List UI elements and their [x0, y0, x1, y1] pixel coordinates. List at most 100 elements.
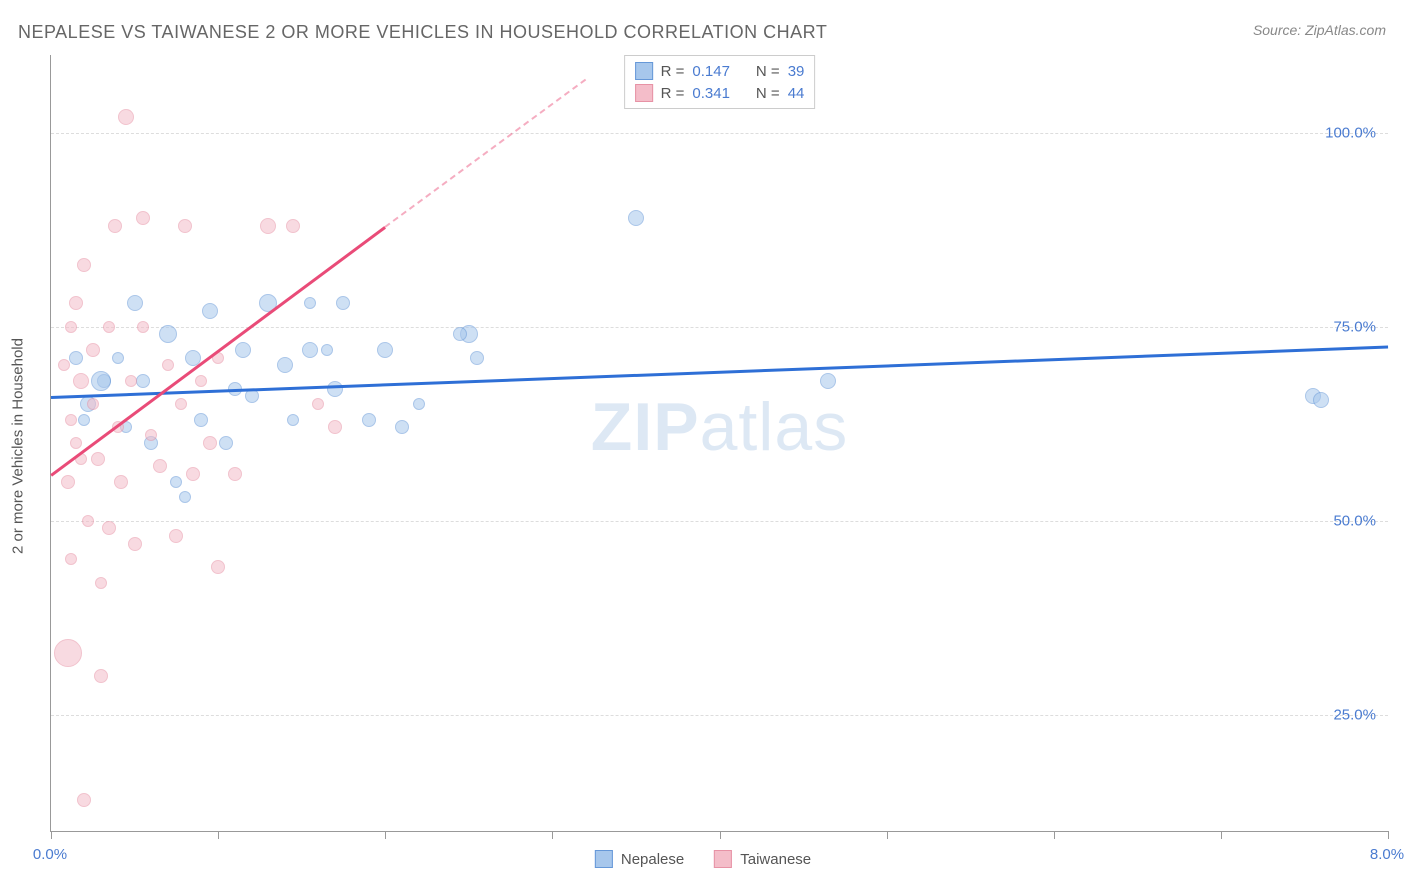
legend-r-label: R = — [661, 85, 685, 102]
scatter-point — [145, 429, 157, 441]
gridline — [51, 521, 1388, 522]
scatter-point — [54, 639, 82, 667]
scatter-point — [127, 295, 143, 311]
scatter-point — [321, 344, 333, 356]
scatter-point — [336, 296, 350, 310]
scatter-point — [128, 537, 142, 551]
scatter-point — [73, 373, 89, 389]
y-tick-label: 25.0% — [1333, 706, 1376, 723]
legend-stats-row: R = 0.341 N = 44 — [635, 82, 805, 104]
scatter-point — [136, 211, 150, 225]
y-tick-label: 75.0% — [1333, 318, 1376, 335]
scatter-point — [82, 515, 94, 527]
scatter-point — [328, 420, 342, 434]
legend-item-taiwanese: Taiwanese — [714, 850, 811, 868]
scatter-point — [125, 375, 137, 387]
watermark: ZIPatlas — [591, 388, 848, 466]
scatter-point — [77, 793, 91, 807]
scatter-point — [304, 297, 316, 309]
x-tick-label: 0.0% — [33, 846, 67, 863]
regression-line — [385, 78, 587, 227]
scatter-point — [203, 436, 217, 450]
scatter-point — [170, 476, 182, 488]
scatter-point — [628, 210, 644, 226]
scatter-point — [108, 219, 122, 233]
legend-swatch-icon — [635, 62, 653, 80]
scatter-point — [65, 321, 77, 333]
source-label: Source: ZipAtlas.com — [1253, 22, 1386, 38]
scatter-point — [179, 491, 191, 503]
scatter-point — [362, 413, 376, 427]
x-tick — [1388, 831, 1389, 839]
scatter-point — [65, 553, 77, 565]
scatter-point — [245, 389, 259, 403]
scatter-point — [112, 352, 124, 364]
scatter-point — [820, 373, 836, 389]
scatter-point — [395, 420, 409, 434]
scatter-point — [137, 321, 149, 333]
x-tick — [385, 831, 386, 839]
y-axis-label: 2 or more Vehicles in Household — [10, 338, 27, 554]
scatter-point — [195, 375, 207, 387]
scatter-point — [312, 398, 324, 410]
scatter-point — [91, 452, 105, 466]
scatter-point — [377, 342, 393, 358]
plot-area: ZIPatlas R = 0.147 N = 39 R = 0.341 N = … — [50, 55, 1388, 832]
gridline — [51, 715, 1388, 716]
scatter-point — [228, 467, 242, 481]
scatter-point — [235, 342, 251, 358]
regression-line — [50, 226, 386, 476]
x-tick — [552, 831, 553, 839]
scatter-point — [86, 343, 100, 357]
scatter-point — [327, 381, 343, 397]
x-tick-label: 8.0% — [1370, 846, 1404, 863]
scatter-point — [78, 414, 90, 426]
x-tick — [51, 831, 52, 839]
scatter-point — [58, 359, 70, 371]
scatter-point — [453, 327, 467, 341]
scatter-point — [102, 521, 116, 535]
x-tick — [1054, 831, 1055, 839]
legend-series: Nepalese Taiwanese — [595, 850, 811, 868]
legend-n-value: 39 — [788, 63, 805, 80]
scatter-point — [118, 109, 134, 125]
x-tick — [887, 831, 888, 839]
scatter-point — [94, 669, 108, 683]
legend-n-value: 44 — [788, 85, 805, 102]
legend-n-label: N = — [756, 63, 780, 80]
legend-r-value: 0.147 — [692, 63, 730, 80]
legend-n-label: N = — [756, 85, 780, 102]
scatter-point — [95, 577, 107, 589]
legend-r-value: 0.341 — [692, 85, 730, 102]
scatter-point — [287, 414, 299, 426]
x-tick — [720, 831, 721, 839]
scatter-point — [286, 219, 300, 233]
scatter-point — [302, 342, 318, 358]
scatter-point — [162, 359, 174, 371]
chart-title: NEPALESE VS TAIWANESE 2 OR MORE VEHICLES… — [18, 22, 827, 43]
scatter-point — [1313, 392, 1329, 408]
scatter-point — [260, 218, 276, 234]
watermark-zip: ZIP — [591, 389, 700, 465]
scatter-point — [61, 475, 75, 489]
legend-stats: R = 0.147 N = 39 R = 0.341 N = 44 — [624, 55, 816, 109]
scatter-point — [277, 357, 293, 373]
legend-item-nepalese: Nepalese — [595, 850, 684, 868]
scatter-point — [136, 374, 150, 388]
scatter-point — [69, 351, 83, 365]
scatter-point — [219, 436, 233, 450]
scatter-point — [470, 351, 484, 365]
watermark-atlas: atlas — [700, 389, 849, 465]
scatter-point — [175, 398, 187, 410]
scatter-point — [65, 414, 77, 426]
scatter-point — [91, 371, 111, 391]
legend-label: Nepalese — [621, 851, 684, 868]
x-tick — [218, 831, 219, 839]
scatter-point — [77, 258, 91, 272]
legend-label: Taiwanese — [740, 851, 811, 868]
y-tick-label: 100.0% — [1325, 124, 1376, 141]
legend-swatch-icon — [635, 84, 653, 102]
scatter-point — [169, 529, 183, 543]
scatter-point — [178, 219, 192, 233]
y-tick-label: 50.0% — [1333, 512, 1376, 529]
